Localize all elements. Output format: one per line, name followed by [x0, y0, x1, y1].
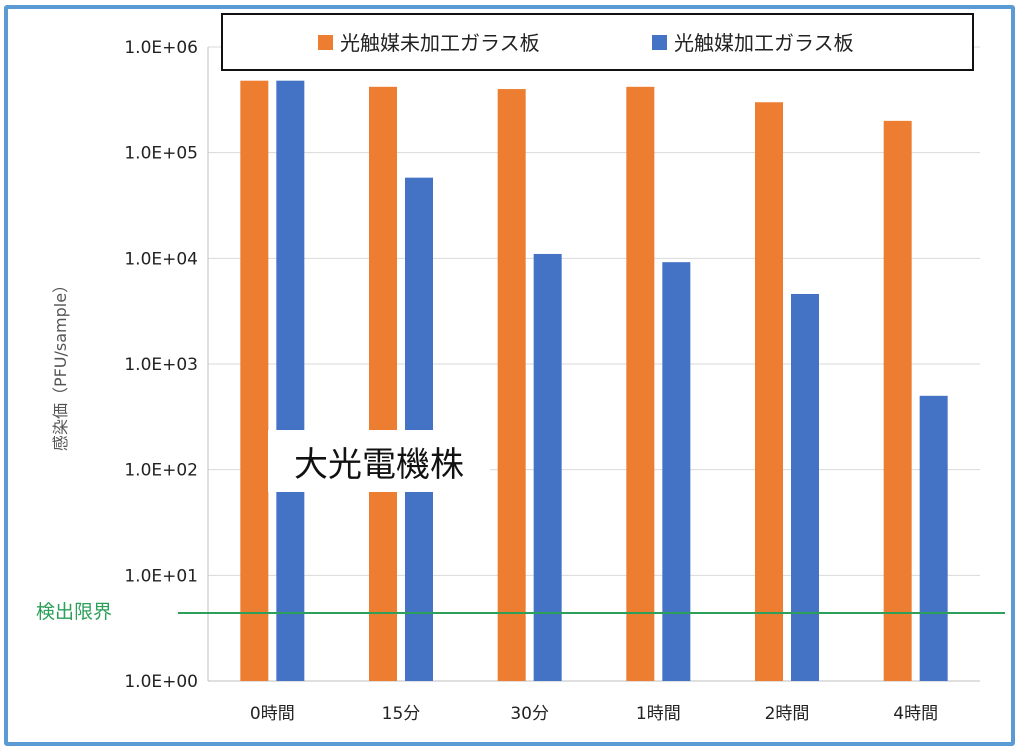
- x-category-labels: 0時間 15分 30分 1時間 2時間 4時間: [250, 704, 938, 724]
- bar: [497, 89, 526, 681]
- grid-lines: [207, 46, 980, 682]
- legend-box: [221, 13, 974, 71]
- y-tick-label: 1.0E+03: [124, 355, 198, 375]
- x-category-label: 1時間: [636, 704, 681, 724]
- bar: [276, 80, 305, 681]
- bar: [533, 253, 562, 681]
- bar: [662, 262, 691, 681]
- legend-swatch: [318, 35, 333, 50]
- bars: [240, 80, 948, 682]
- legend: 光触媒未加工ガラス板 光触媒加工ガラス板: [221, 13, 974, 71]
- legend-swatch: [652, 35, 667, 50]
- bar: [755, 102, 783, 681]
- y-tick-label: 1.0E+02: [124, 461, 198, 481]
- y-tick-label: 1.0E+01: [124, 566, 198, 586]
- y-axis-label: 感染価（PFU/sample）: [51, 277, 70, 451]
- bar: [791, 293, 819, 681]
- bar: [919, 395, 948, 681]
- x-category-label: 15分: [382, 704, 421, 724]
- detection-limit-label: 検出限界: [36, 601, 112, 623]
- bar: [369, 86, 397, 681]
- y-tick-label: 1.0E+00: [124, 672, 198, 692]
- x-category-label: 2時間: [765, 704, 810, 724]
- x-category-label: 0時間: [250, 704, 295, 724]
- bar: [626, 86, 655, 681]
- y-tick-labels: 1.0E+00 1.0E+01 1.0E+02 1.0E+03 1.0E+04 1.0E+…: [124, 38, 198, 692]
- bar: [240, 80, 269, 681]
- y-tick-label: 1.0E+06: [124, 38, 198, 58]
- legend-entry: 光触媒加工ガラス板: [674, 31, 854, 55]
- chart-frame: [4, 5, 1015, 746]
- y-tick-label: 1.0E+05: [124, 144, 198, 164]
- watermark-text: 大光電機株: [268, 430, 490, 492]
- bar: [883, 120, 912, 681]
- x-category-label: 30分: [510, 704, 549, 724]
- y-tick-label: 1.0E+04: [124, 249, 198, 269]
- x-category-label: 4時間: [893, 704, 938, 724]
- bar: [405, 177, 433, 682]
- legend-entry: 光触媒未加工ガラス板: [340, 31, 540, 55]
